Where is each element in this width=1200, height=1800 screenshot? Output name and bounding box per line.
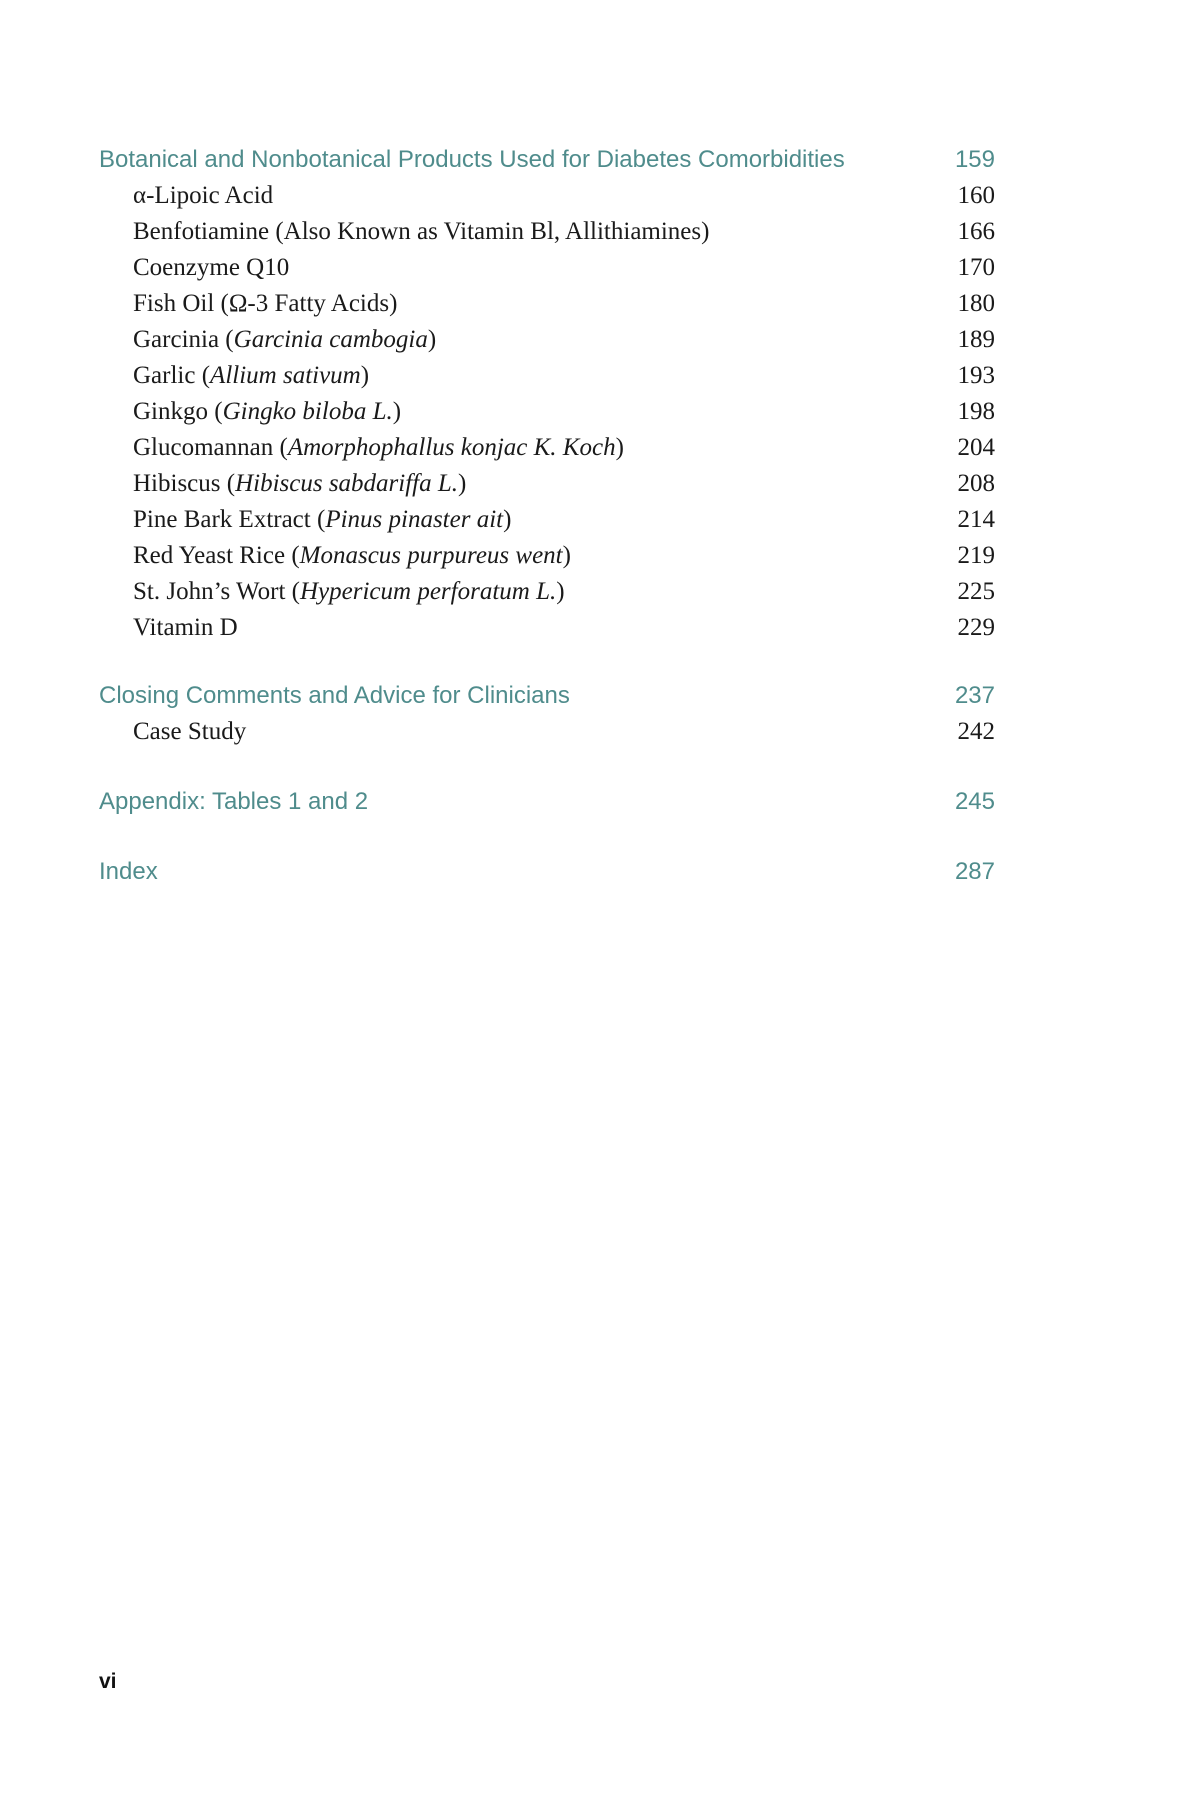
toc-section-heading[interactable]: Index 287 [99, 854, 995, 890]
entry-text: Red Yeast Rice ( [133, 542, 300, 569]
toc-entry[interactable]: Garlic (Allium sativum) 193 [99, 358, 995, 394]
entry-latin-name: Monascus purpureus went [299, 542, 563, 569]
entry-latin-name: Hypericum perforatum L. [300, 578, 557, 605]
toc-entry[interactable]: Coenzyme Q10 170 [99, 250, 995, 286]
entry-text: St. John’s Wort ( [133, 578, 300, 605]
section-title: Index [99, 858, 158, 885]
entry-text: α-Lipoic Acid [133, 182, 274, 209]
entry-suffix: ) [458, 470, 467, 497]
entry-latin-name: Amorphophallus konjac K. Koch [287, 434, 616, 461]
page-number: vi [99, 1670, 117, 1693]
entry-text: Garcinia ( [133, 326, 234, 353]
section-page: 245 [954, 788, 995, 815]
entry-page: 170 [957, 254, 996, 281]
entry-text: Glucomannan ( [133, 434, 288, 461]
entry-page: 166 [957, 218, 996, 245]
toc-entry[interactable]: Case Study 242 [99, 714, 995, 750]
entry-text: Ginkgo ( [133, 398, 223, 425]
entry-page: 193 [957, 362, 996, 389]
entry-text: Coenzyme Q10 [133, 254, 290, 281]
section-page: 237 [954, 682, 995, 709]
entry-page: 208 [957, 470, 996, 497]
entry-title: Coenzyme Q10 [133, 250, 289, 286]
entry-text: Benfotiamine (Also Known as Vitamin Bl, … [133, 218, 710, 245]
entry-title: Case Study [133, 714, 246, 750]
entry-page: 214 [957, 506, 996, 533]
entry-title: Red Yeast Rice (Monascus purpureus went) [133, 538, 571, 574]
entry-latin-name: Gingko biloba L. [222, 398, 393, 425]
entry-text: Pine Bark Extract ( [133, 506, 326, 533]
toc-section-heading[interactable]: Appendix: Tables 1 and 2 245 [99, 784, 995, 820]
entry-page: 225 [957, 578, 996, 605]
entry-text: Fish Oil (Ω-3 Fatty Acids) [133, 290, 398, 317]
entry-title: Vitamin D [133, 610, 238, 646]
section-page: 287 [954, 858, 995, 885]
toc-entry[interactable]: α-Lipoic Acid 160 [99, 178, 995, 214]
entry-title: Glucomannan (Amorphophallus konjac K. Ko… [133, 430, 624, 466]
entry-title: Hibiscus (Hibiscus sabdariffa L.) [133, 466, 466, 502]
entry-latin-name: Allium sativum [210, 362, 361, 389]
toc-entry[interactable]: Fish Oil (Ω-3 Fatty Acids) 180 [99, 286, 995, 322]
toc-entry[interactable]: Benfotiamine (Also Known as Vitamin Bl, … [99, 214, 995, 250]
toc-entry[interactable]: Garcinia (Garcinia cambogia) 189 [99, 322, 995, 358]
entry-page: 204 [957, 434, 996, 461]
toc-entry[interactable]: Pine Bark Extract (Pinus pinaster ait) 21… [99, 502, 995, 538]
table-of-contents: Botanical and Nonbotanical Products Used… [99, 142, 995, 890]
entry-suffix: ) [360, 362, 370, 389]
entry-page: 219 [957, 542, 996, 569]
entry-latin-name: Pinus pinaster ait [325, 506, 504, 533]
entry-page: 242 [957, 718, 996, 745]
entry-latin-name: Hibiscus sabdariffa L. [235, 470, 459, 497]
entry-title: Pine Bark Extract (Pinus pinaster ait) [133, 502, 511, 538]
entry-suffix: ) [392, 398, 402, 425]
entry-title: Ginkgo (Gingko biloba L.) [133, 394, 401, 430]
toc-entry[interactable]: Ginkgo (Gingko biloba L.) 198 [99, 394, 995, 430]
toc-section-heading[interactable]: Closing Comments and Advice for Clinicia… [99, 678, 995, 714]
toc-entry[interactable]: Vitamin D 229 [99, 610, 995, 646]
section-page: 159 [954, 146, 995, 173]
entry-text: Garlic ( [133, 362, 211, 389]
entry-title: Benfotiamine (Also Known as Vitamin Bl, … [133, 214, 709, 250]
toc-entry[interactable]: St. John’s Wort (Hypericum perforatum L.… [99, 574, 995, 610]
entry-title: St. John’s Wort (Hypericum perforatum L.… [133, 574, 565, 610]
entry-page: 180 [957, 290, 996, 317]
toc-section-heading[interactable]: Botanical and Nonbotanical Products Used… [99, 142, 995, 178]
section-title: Botanical and Nonbotanical Products Used… [99, 146, 845, 173]
entry-page: 198 [957, 398, 996, 425]
entry-title: Garcinia (Garcinia cambogia) [133, 322, 436, 358]
entry-title: Fish Oil (Ω-3 Fatty Acids) [133, 286, 397, 322]
entry-title: α-Lipoic Acid [133, 178, 273, 214]
section-title: Closing Comments and Advice for Clinicia… [99, 682, 570, 709]
section-title: Appendix: Tables 1 and 2 [99, 788, 369, 815]
entry-text: Case Study [133, 718, 247, 745]
entry-suffix: ) [615, 434, 624, 461]
entry-text: Hibiscus ( [133, 470, 236, 497]
toc-entry[interactable]: Hibiscus (Hibiscus sabdariffa L.) 208 [99, 466, 995, 502]
toc-entry[interactable]: Glucomannan (Amorphophallus konjac K. Ko… [99, 430, 995, 466]
entry-suffix: ) [556, 578, 565, 605]
entry-page: 229 [957, 614, 996, 641]
entry-page: 160 [957, 182, 996, 209]
entry-suffix: ) [562, 542, 571, 569]
entry-text: Vitamin D [133, 614, 238, 641]
toc-entry[interactable]: Red Yeast Rice (Monascus purpureus went)… [99, 538, 995, 574]
entry-suffix: ) [503, 506, 512, 533]
entry-latin-name: Garcinia cambogia [233, 326, 428, 353]
entry-page: 189 [957, 326, 996, 353]
entry-title: Garlic (Allium sativum) [133, 358, 369, 394]
entry-suffix: ) [427, 326, 437, 353]
